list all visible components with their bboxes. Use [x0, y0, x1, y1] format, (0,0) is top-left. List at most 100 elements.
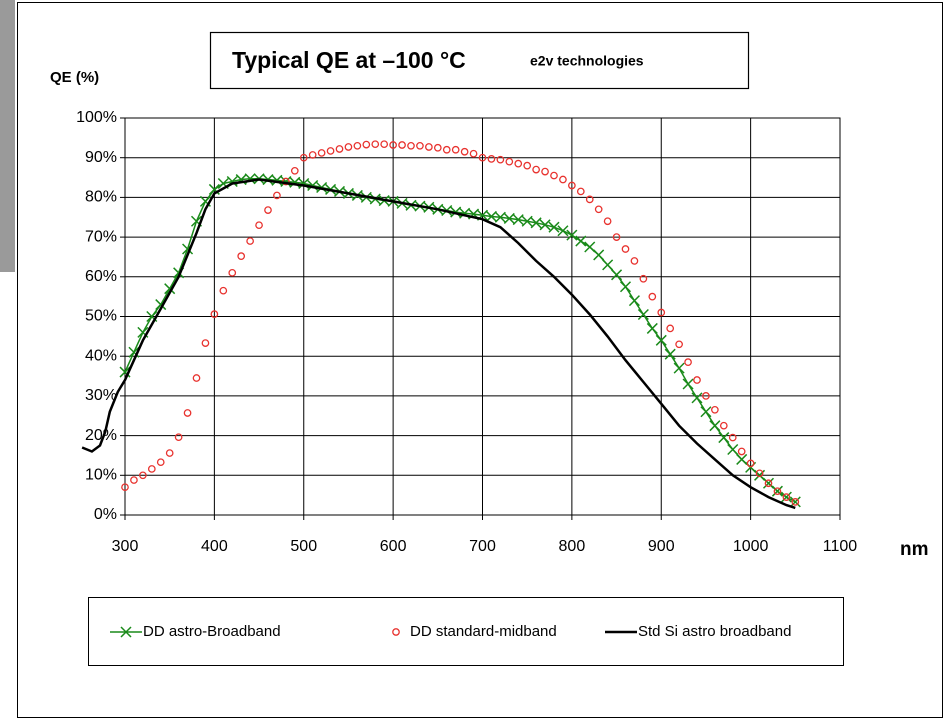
data-point	[219, 286, 228, 295]
data-point	[246, 237, 254, 245]
data-point	[210, 310, 219, 318]
data-point	[682, 378, 694, 390]
data-point	[416, 141, 424, 150]
data-point	[523, 161, 532, 170]
data-point	[594, 205, 603, 214]
legend-label: DD astro-Broadband	[143, 623, 281, 640]
x-tick-label: 900	[648, 538, 675, 555]
data-point	[630, 257, 639, 265]
y-tick-label: 30%	[85, 387, 117, 404]
legend-label: DD standard-midband	[410, 623, 557, 640]
data-point	[746, 459, 755, 468]
data-point	[299, 153, 308, 162]
data-point	[201, 339, 210, 347]
data-point	[780, 491, 792, 503]
data-point	[791, 498, 800, 506]
data-point	[433, 143, 442, 152]
data-point	[505, 157, 514, 166]
data-point	[371, 140, 380, 149]
data-point	[264, 206, 272, 214]
y-tick-label: 70%	[85, 228, 117, 245]
data-point	[675, 340, 683, 349]
data-point	[584, 241, 596, 253]
data-point	[755, 469, 764, 478]
data-point	[619, 281, 632, 293]
data-point	[789, 496, 801, 508]
data-point	[192, 374, 201, 382]
series-line	[81, 178, 796, 510]
y-tick-label: 90%	[85, 149, 117, 166]
data-point	[711, 405, 719, 414]
x-tick-label: 300	[112, 538, 139, 555]
data-point	[156, 458, 165, 467]
data-point	[612, 233, 621, 241]
data-point	[521, 215, 533, 227]
x-tick-label: 500	[290, 538, 317, 555]
data-point	[568, 181, 576, 190]
data-point	[290, 166, 299, 175]
data-point	[469, 149, 478, 158]
data-point	[628, 295, 640, 307]
data-point	[485, 210, 497, 222]
y-tick-label: 50%	[85, 308, 117, 325]
data-point	[657, 308, 666, 317]
x-tick-label: 1000	[733, 538, 769, 555]
data-point	[539, 219, 551, 231]
data-point	[460, 147, 469, 156]
data-point	[737, 447, 746, 456]
photo-strip	[0, 0, 15, 272]
plot-border	[124, 117, 841, 516]
y-tick-label: 100%	[76, 109, 117, 126]
x-tick-label: 600	[380, 538, 407, 555]
data-point	[773, 487, 782, 496]
data-point	[407, 141, 415, 150]
x-tick-label: 400	[201, 538, 228, 555]
data-point	[532, 165, 540, 174]
data-point	[728, 433, 737, 442]
data-point	[559, 175, 567, 184]
legend-label: Std Si astro broadband	[638, 623, 791, 640]
data-point	[550, 171, 558, 180]
data-point	[557, 225, 569, 237]
x-tick-label: 800	[559, 538, 586, 555]
data-point	[666, 324, 675, 333]
data-point	[764, 479, 773, 488]
data-point	[273, 191, 281, 200]
chart-subtitle: e2v technologies	[530, 53, 644, 69]
data-point	[380, 140, 389, 149]
data-point	[709, 420, 721, 432]
data-point	[130, 476, 138, 484]
data-point	[762, 477, 775, 489]
data-point	[718, 432, 730, 444]
y-tick-label: 20%	[85, 427, 117, 444]
data-point	[512, 214, 524, 226]
x-tick-label: 1100	[823, 538, 858, 555]
data-point	[353, 141, 362, 150]
data-point	[121, 483, 129, 492]
data-point	[639, 274, 648, 283]
data-point	[566, 229, 578, 241]
data-point	[271, 174, 283, 186]
data-point	[575, 235, 587, 247]
data-point	[646, 322, 658, 334]
data-point	[237, 252, 246, 261]
legend-marker	[392, 628, 400, 636]
chart-title: Typical QE at –100 °C	[232, 47, 466, 73]
data-point	[165, 449, 174, 457]
data-point	[228, 268, 237, 277]
data-point	[530, 217, 542, 229]
data-point	[691, 392, 703, 404]
data-point	[344, 143, 353, 151]
data-point	[655, 334, 667, 346]
data-point	[496, 155, 505, 164]
data-point	[637, 308, 649, 321]
data-point	[700, 406, 712, 418]
data-point	[425, 143, 433, 151]
x-axis-label: nm	[900, 539, 929, 560]
data-point	[576, 187, 585, 196]
data-point	[603, 217, 612, 226]
y-tick-label: 0%	[94, 506, 117, 523]
y-tick-label: 40%	[85, 347, 117, 364]
data-point	[702, 392, 710, 400]
